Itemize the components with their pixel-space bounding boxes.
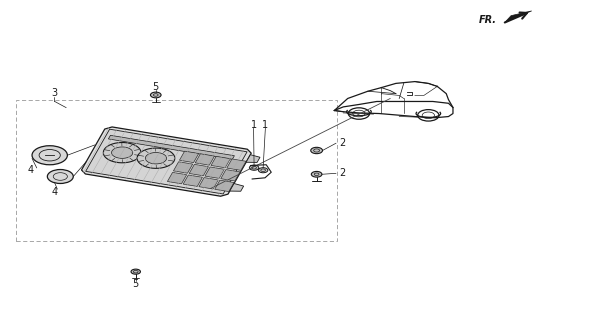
Text: 1: 1 (250, 120, 257, 130)
Text: 3: 3 (52, 88, 57, 98)
Polygon shape (137, 148, 175, 168)
Polygon shape (189, 164, 208, 176)
Polygon shape (221, 170, 240, 181)
Polygon shape (211, 156, 230, 168)
Polygon shape (195, 154, 214, 165)
Polygon shape (173, 162, 192, 173)
Text: 4: 4 (52, 187, 57, 197)
Polygon shape (505, 11, 532, 22)
Polygon shape (104, 142, 141, 163)
Polygon shape (183, 175, 202, 187)
Polygon shape (230, 183, 244, 191)
Text: 5: 5 (133, 279, 139, 289)
Circle shape (249, 165, 259, 170)
Polygon shape (199, 178, 218, 189)
Polygon shape (82, 127, 251, 196)
Circle shape (47, 170, 73, 183)
Polygon shape (215, 180, 234, 192)
Polygon shape (168, 172, 186, 184)
Circle shape (311, 172, 322, 177)
Text: 2: 2 (339, 168, 345, 178)
Polygon shape (227, 159, 246, 170)
Polygon shape (246, 155, 260, 163)
Circle shape (32, 146, 67, 165)
Bar (16, 100, 337, 241)
Polygon shape (205, 167, 224, 178)
Polygon shape (108, 135, 234, 159)
Polygon shape (146, 153, 166, 164)
Text: 1: 1 (262, 120, 268, 130)
Text: 2: 2 (339, 138, 345, 148)
Polygon shape (111, 147, 133, 158)
Text: FR.: FR. (478, 15, 496, 25)
Text: 4: 4 (28, 164, 34, 174)
Polygon shape (86, 129, 247, 194)
Circle shape (259, 168, 268, 173)
Text: 5: 5 (153, 82, 159, 92)
Circle shape (131, 269, 140, 274)
Circle shape (311, 147, 323, 154)
Circle shape (150, 92, 161, 98)
Polygon shape (179, 151, 199, 163)
